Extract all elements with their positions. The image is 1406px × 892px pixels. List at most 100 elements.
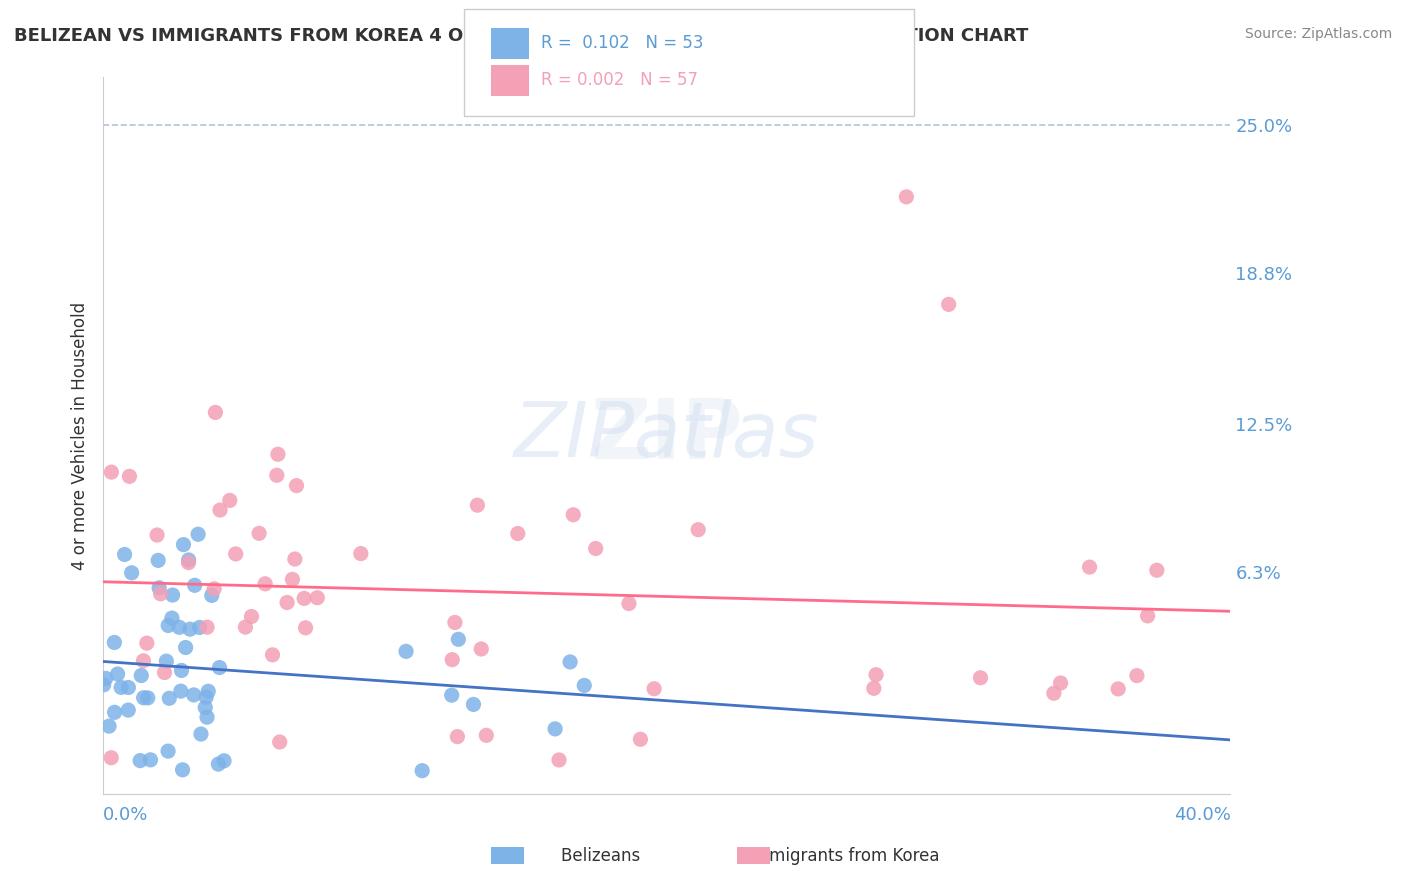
Belizeans — [104, 706, 127, 720]
Belizeans — [411, 764, 433, 778]
Belizeans — [103, 635, 125, 649]
Belizeans — [139, 753, 162, 767]
Text: R =  0.102   N = 53: R = 0.102 N = 53 — [541, 34, 704, 52]
Belizeans — [208, 660, 231, 674]
Immigrants from Korea — [285, 478, 308, 492]
Immigrants from Korea — [218, 493, 240, 508]
Immigrants from Korea — [284, 552, 307, 566]
Immigrants from Korea — [865, 667, 887, 681]
Immigrants from Korea — [1136, 608, 1159, 623]
Immigrants from Korea — [267, 447, 290, 461]
Immigrants from Korea — [628, 732, 651, 747]
Belizeans — [157, 691, 180, 706]
Immigrants from Korea — [470, 642, 492, 657]
Immigrants from Korea — [446, 730, 468, 744]
Immigrants from Korea — [444, 615, 467, 630]
Belizeans — [148, 581, 170, 595]
Immigrants from Korea — [475, 728, 498, 742]
Immigrants from Korea — [281, 573, 304, 587]
Belizeans — [117, 681, 139, 695]
Belizeans — [160, 611, 183, 625]
Immigrants from Korea — [276, 595, 298, 609]
Belizeans — [146, 553, 169, 567]
Immigrants from Korea — [585, 541, 607, 556]
Belizeans — [195, 690, 218, 705]
Text: ZIPatlas: ZIPatlas — [515, 399, 820, 473]
Immigrants from Korea — [548, 753, 571, 767]
Immigrants from Korea — [1049, 676, 1071, 690]
Belizeans — [110, 681, 132, 695]
Immigrants from Korea — [292, 591, 315, 606]
Text: 0.0%: 0.0% — [103, 806, 149, 824]
Belizeans — [162, 588, 184, 602]
Belizeans — [107, 667, 129, 681]
Immigrants from Korea — [938, 297, 960, 311]
Immigrants from Korea — [467, 498, 489, 512]
Belizeans — [155, 654, 177, 668]
Immigrants from Korea — [195, 620, 218, 634]
Immigrants from Korea — [202, 582, 225, 596]
Immigrants from Korea — [118, 469, 141, 483]
Immigrants from Korea — [350, 547, 373, 561]
Immigrants from Korea — [1078, 560, 1101, 574]
Immigrants from Korea — [896, 190, 918, 204]
Immigrants from Korea — [269, 735, 291, 749]
Immigrants from Korea — [294, 621, 316, 635]
Text: Belizeans: Belizeans — [540, 847, 641, 865]
Belizeans — [170, 684, 193, 698]
Belizeans — [194, 700, 217, 714]
Immigrants from Korea — [1043, 686, 1066, 700]
Belizeans — [114, 548, 136, 562]
Immigrants from Korea — [688, 523, 710, 537]
Text: Source: ZipAtlas.com: Source: ZipAtlas.com — [1244, 27, 1392, 41]
Belizeans — [574, 678, 596, 692]
Text: R = 0.002   N = 57: R = 0.002 N = 57 — [541, 71, 699, 89]
Belizeans — [447, 632, 470, 647]
Immigrants from Korea — [235, 620, 257, 634]
Belizeans — [395, 644, 418, 658]
Belizeans — [463, 698, 485, 712]
Belizeans — [174, 640, 197, 655]
Belizeans — [212, 754, 235, 768]
Immigrants from Korea — [153, 665, 176, 680]
Text: 40.0%: 40.0% — [1174, 806, 1230, 824]
Belizeans — [190, 727, 212, 741]
Belizeans — [98, 719, 121, 733]
Immigrants from Korea — [132, 654, 155, 668]
Immigrants from Korea — [441, 653, 464, 667]
Immigrants from Korea — [1146, 563, 1168, 577]
Text: ZIP: ZIP — [591, 395, 742, 476]
Immigrants from Korea — [262, 648, 284, 662]
Text: Immigrants from Korea: Immigrants from Korea — [748, 847, 939, 865]
Belizeans — [183, 688, 205, 702]
Immigrants from Korea — [177, 556, 200, 570]
Belizeans — [121, 566, 143, 580]
Immigrants from Korea — [100, 750, 122, 764]
Immigrants from Korea — [307, 591, 329, 605]
Belizeans — [440, 688, 463, 702]
Immigrants from Korea — [204, 405, 226, 419]
Immigrants from Korea — [643, 681, 665, 696]
Immigrants from Korea — [506, 526, 529, 541]
Immigrants from Korea — [1126, 668, 1149, 682]
Belizeans — [129, 754, 152, 768]
Belizeans — [188, 620, 211, 634]
Belizeans — [170, 664, 193, 678]
Belizeans — [187, 527, 209, 541]
Immigrants from Korea — [863, 681, 886, 696]
Y-axis label: 4 or more Vehicles in Household: 4 or more Vehicles in Household — [72, 301, 89, 570]
Belizeans — [177, 553, 200, 567]
Belizeans — [157, 744, 180, 758]
Immigrants from Korea — [146, 528, 169, 542]
Text: BELIZEAN VS IMMIGRANTS FROM KOREA 4 OR MORE VEHICLES IN HOUSEHOLD CORRELATION CH: BELIZEAN VS IMMIGRANTS FROM KOREA 4 OR M… — [14, 27, 1028, 45]
Belizeans — [94, 672, 117, 686]
Immigrants from Korea — [969, 671, 991, 685]
Belizeans — [544, 722, 567, 736]
Belizeans — [117, 703, 139, 717]
Belizeans — [93, 678, 115, 692]
Belizeans — [197, 684, 219, 698]
Belizeans — [129, 668, 152, 682]
Immigrants from Korea — [240, 609, 263, 624]
Belizeans — [201, 588, 224, 602]
Immigrants from Korea — [135, 636, 157, 650]
